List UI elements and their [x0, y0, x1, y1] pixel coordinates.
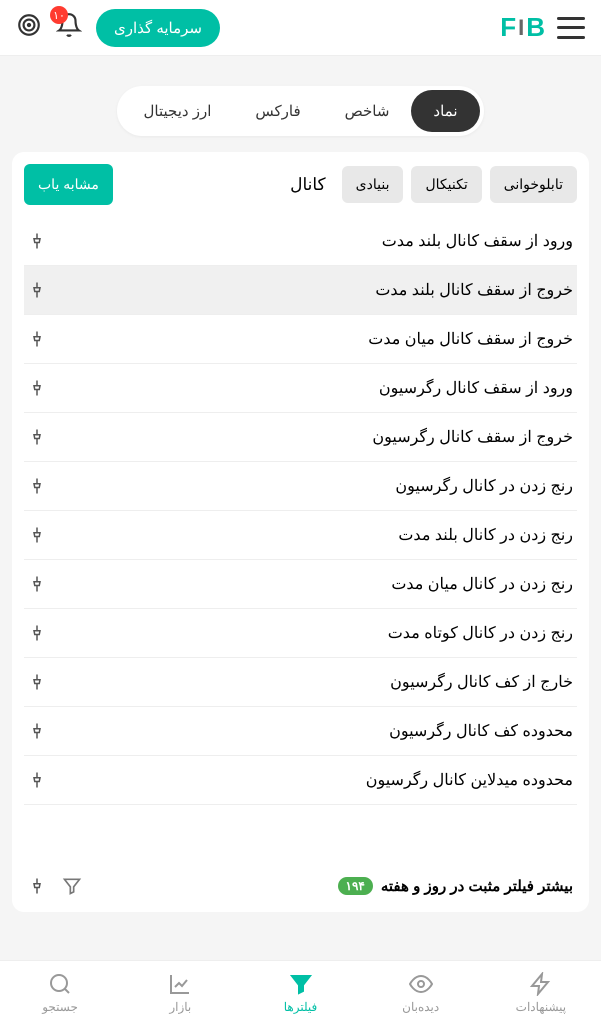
list-item-label: محدوده میدلاین کانال رگرسیون: [366, 770, 573, 790]
logo-f: F: [500, 12, 516, 43]
nav-label: بازار: [169, 1000, 191, 1014]
list-item[interactable]: خروج از سقف کانال بلند مدت: [24, 266, 577, 315]
list-item[interactable]: رنج زدن در کانال میان مدت: [24, 560, 577, 609]
nav-label: پیشنهادات: [516, 1000, 566, 1014]
tab-0[interactable]: نماد: [411, 90, 479, 132]
list-item[interactable]: خروج از سقف کانال رگرسیون: [24, 413, 577, 462]
notification-badge: ۱۰: [50, 6, 68, 24]
pin-icon[interactable]: [28, 673, 46, 691]
notifications-button[interactable]: ۱۰: [56, 12, 82, 43]
tabs-pill: نمادشاخصفارکسارز دیجیتال: [117, 86, 483, 136]
summary-count-badge: ۱۹۴: [338, 877, 373, 895]
list-item[interactable]: رنج زدن در کانال کوتاه مدت: [24, 609, 577, 658]
list-item-label: رنج زدن در کانال رگرسیون: [395, 476, 573, 496]
pin-icon[interactable]: [28, 877, 46, 895]
pin-icon[interactable]: [28, 624, 46, 642]
pin-icon[interactable]: [28, 526, 46, 544]
pin-icon[interactable]: [28, 771, 46, 789]
chart-icon: [168, 972, 192, 996]
logo-i: I: [518, 15, 524, 41]
tab-2[interactable]: فارکس: [233, 90, 322, 132]
nav-item-filter[interactable]: فیلترها: [240, 972, 360, 1014]
tab-1[interactable]: شاخص: [323, 90, 412, 132]
list-item-label: رنج زدن در کانال میان مدت: [391, 574, 573, 594]
pin-icon[interactable]: [28, 330, 46, 348]
pin-icon[interactable]: [28, 232, 46, 250]
filter-small-icon[interactable]: [62, 876, 82, 896]
list-item-label: رنج زدن در کانال بلند مدت: [398, 525, 573, 545]
tab-3[interactable]: ارز دیجیتال: [121, 90, 233, 132]
list-item-label: خارج از کف کانال رگرسیون: [390, 672, 573, 692]
header-right: B I F: [500, 12, 585, 43]
summary-icons: [28, 876, 82, 896]
logo-b: B: [526, 12, 545, 43]
list-item[interactable]: خروج از سقف کانال میان مدت: [24, 315, 577, 364]
pin-icon[interactable]: [28, 379, 46, 397]
pin-icon[interactable]: [28, 575, 46, 593]
list-item[interactable]: رنج زدن در کانال بلند مدت: [24, 511, 577, 560]
channel-label: کانال: [284, 165, 332, 205]
nav-label: جستجو: [42, 1000, 78, 1014]
list-item[interactable]: ورود از سقف کانال رگرسیون: [24, 364, 577, 413]
bottom-nav: پیشنهادات دیده‌بان فیلترها بازار جستجو: [0, 960, 601, 1024]
pin-icon[interactable]: [28, 722, 46, 740]
target-button[interactable]: [16, 12, 42, 43]
list-item[interactable]: ورود از سقف کانال بلند مدت: [24, 217, 577, 266]
list-item-label: ورود از سقف کانال بلند مدت: [382, 231, 573, 251]
list-item-label: خروج از سقف کانال بلند مدت: [375, 280, 573, 300]
pin-icon[interactable]: [28, 477, 46, 495]
summary-text: بیشتر فیلتر مثبت در روز و هفته: [381, 877, 573, 895]
bolt-icon: [529, 972, 553, 996]
filter-chip-2[interactable]: بنیادی: [342, 166, 404, 203]
invest-button[interactable]: سرمایه گذاری: [96, 9, 220, 47]
asset-type-tabs: نمادشاخصفارکسارز دیجیتال: [0, 56, 601, 152]
similar-finder-button[interactable]: مشابه یاب: [24, 164, 113, 205]
list-item[interactable]: خارج از کف کانال رگرسیون: [24, 658, 577, 707]
nav-item-search[interactable]: جستجو: [0, 972, 120, 1014]
filter-list: ورود از سقف کانال بلند مدت خروج از سقف کا…: [24, 217, 577, 862]
list-item-label: رنج زدن در کانال کوتاه مدت: [388, 623, 573, 643]
filters-head: تابلوخوانیتکنیکالبنیادی کانال مشابه یاب: [24, 164, 577, 205]
list-item[interactable]: محدوده کف کانال رگرسیون: [24, 707, 577, 756]
nav-item-chart[interactable]: بازار: [120, 972, 240, 1014]
list-item-label: محدوده کف کانال رگرسیون: [389, 721, 573, 741]
app-header: B I F سرمایه گذاری ۱۰: [0, 0, 601, 56]
eye-icon: [409, 972, 433, 996]
pin-icon[interactable]: [28, 281, 46, 299]
list-item[interactable]: رنج زدن در کانال رگرسیون: [24, 462, 577, 511]
list-item-label: ورود از سقف کانال رگرسیون: [379, 378, 573, 398]
list-item[interactable]: محدوده میدلاین کانال رگرسیون: [24, 756, 577, 805]
filter-chips: تابلوخوانیتکنیکالبنیادی: [342, 166, 577, 203]
filter-chip-1[interactable]: تکنیکال: [411, 166, 481, 203]
nav-label: فیلترها: [284, 1000, 318, 1014]
filters-panel: تابلوخوانیتکنیکالبنیادی کانال مشابه یاب …: [12, 152, 589, 912]
nav-label: دیده‌بان: [402, 1000, 439, 1014]
logo[interactable]: B I F: [500, 12, 545, 43]
search-icon: [48, 972, 72, 996]
menu-icon[interactable]: [557, 17, 585, 39]
header-left: سرمایه گذاری ۱۰: [16, 9, 220, 47]
list-item-label: خروج از سقف کانال میان مدت: [368, 329, 573, 349]
target-icon: [16, 12, 42, 38]
summary-row[interactable]: بیشتر فیلتر مثبت در روز و هفته ۱۹۴: [24, 862, 577, 900]
nav-item-bolt[interactable]: پیشنهادات: [481, 972, 601, 1014]
nav-item-eye[interactable]: دیده‌بان: [361, 972, 481, 1014]
pin-icon[interactable]: [28, 428, 46, 446]
list-item-label: خروج از سقف کانال رگرسیون: [372, 427, 573, 447]
filter-chip-0[interactable]: تابلوخوانی: [490, 166, 577, 203]
filter-icon: [289, 972, 313, 996]
